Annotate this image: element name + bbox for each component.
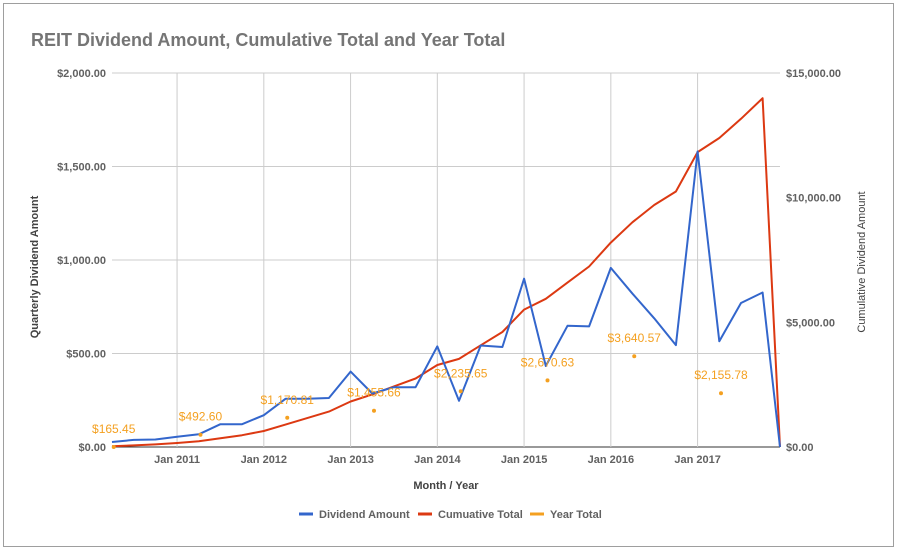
left-tick-label: $1,500.00: [57, 162, 106, 174]
x-tick-label: Jan 2014: [414, 454, 461, 466]
cumulative-total-line: [111, 97, 781, 448]
year-total-point: [545, 378, 550, 383]
series-lines: [111, 97, 781, 448]
x-tick-label: Jan 2011: [154, 454, 200, 466]
x-tick-label: Jan 2015: [501, 454, 547, 466]
chart-title: REIT Dividend Amount, Cumulative Total a…: [31, 30, 505, 50]
dividend-amount-line: [111, 150, 781, 448]
year-total-label: $2,235.65: [434, 366, 488, 380]
legend-label: Cumuative Total: [438, 509, 523, 521]
left-tick-label: $500.00: [66, 349, 106, 361]
x-tick-label: Jan 2016: [588, 454, 634, 466]
x-axis-ticks: Jan 2011 Jan 2012 Jan 2013 Jan 2014 Jan 2015…: [154, 454, 721, 466]
year-total-point: [111, 445, 116, 449]
left-axis-title: Quarterly Dividend Amount: [29, 195, 41, 338]
right-axis-ticks: $0.00 $5,000.00 $10,000.00 $15,000.00: [786, 68, 841, 454]
year-total-point: [371, 408, 376, 413]
left-tick-label: $0.00: [78, 442, 106, 454]
year-total-label: $1,170.81: [261, 393, 315, 407]
right-tick-label: $0.00: [786, 442, 814, 454]
year-total-point: [719, 391, 724, 396]
year-total-point: [632, 354, 637, 359]
x-tick-label: Jan 2013: [327, 454, 373, 466]
legend-label: Year Total: [550, 509, 602, 521]
right-tick-label: $10,000.00: [786, 193, 841, 205]
gridlines: [112, 72, 780, 448]
left-axis-ticks: $0.00 $500.00 $1,000.00 $1,500.00 $2,000.00: [57, 68, 106, 454]
right-tick-label: $15,000.00: [786, 68, 841, 80]
year-total-label: $165.45: [92, 422, 136, 436]
year-total-label: $492.60: [179, 410, 223, 424]
right-tick-label: $5,000.00: [786, 317, 835, 329]
year-total-label: $1,455.66: [347, 386, 401, 400]
year-total-point: [285, 415, 290, 420]
year-total-label: $3,640.57: [608, 331, 662, 345]
chart-frame: [3, 3, 894, 547]
legend-label: Dividend Amount: [319, 509, 410, 521]
right-axis-title: Cumulative Dividend Amount: [856, 191, 868, 332]
x-axis-title: Month / Year: [413, 480, 479, 492]
year-total-label: $2,670.63: [521, 355, 575, 369]
left-tick-label: $1,000.00: [57, 255, 106, 267]
x-tick-label: Jan 2017: [674, 454, 720, 466]
year-total-points: [111, 354, 724, 449]
year-total-point: [458, 389, 463, 394]
left-tick-label: $2,000.00: [57, 68, 106, 80]
year-total-point: [198, 432, 203, 437]
x-tick-label: Jan 2012: [241, 454, 287, 466]
year-total-labels: $165.45 $492.60 $1,170.81 $1,455.66 $2,235.6…: [92, 331, 748, 436]
year-total-label: $2,155.78: [694, 368, 748, 382]
legend: Dividend Amount Cumuative Total Year Total: [299, 509, 602, 521]
